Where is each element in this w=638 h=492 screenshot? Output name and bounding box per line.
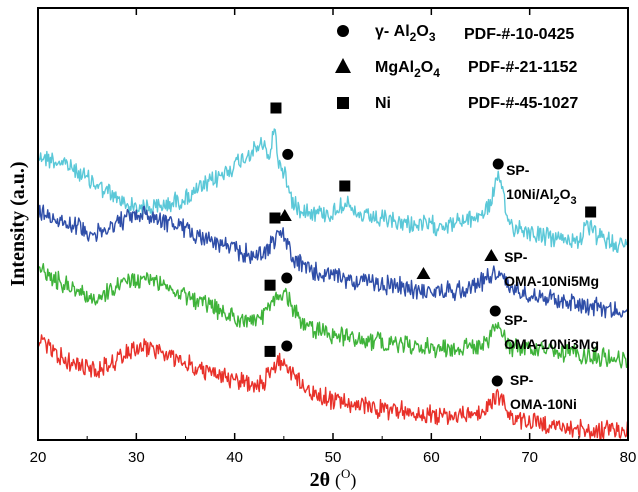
series-label: OMA-10Ni3Mg [504,336,599,352]
label-layer: SP- 10Ni/Al2O3 SP- OMA-10Ni5Mg SP- OMA-10Ni3M… [504,162,599,412]
legend-label: MgAl2O4 [375,59,440,80]
triangle-marker [484,249,498,261]
square-marker [269,213,280,224]
series-label: SP- [510,372,534,388]
circle-marker [490,306,501,317]
x-tick-label: 40 [226,449,243,466]
legend-label: Ni [375,95,391,112]
legend-pdf: PDF-#-21-1152 [468,59,577,76]
square-marker [265,280,276,291]
square-marker [270,103,281,114]
series-label: SP- [504,312,528,328]
x-tick-label: 30 [128,449,145,466]
series-label: SP- [504,249,528,265]
square-marker [339,181,350,192]
circle-marker [281,273,292,284]
legend: γ- Al2O3 PDF-#-10-0425 MgAl2O4 PDF-#-21-115… [335,23,578,112]
series-line [38,205,627,317]
circle-marker [493,159,504,170]
y-axis-title: Intensity (a.u.) [7,161,29,286]
circle-marker [492,376,503,387]
legend-square [337,97,349,109]
x-axis-title: 2θ (O) [310,466,357,491]
legend-pdf: PDF-#-10-0425 [464,26,574,43]
series-label: 10Ni/Al2O3 [506,186,577,207]
triangle-marker [416,267,430,279]
circle-marker [282,149,293,160]
legend-triangle [335,58,351,73]
x-tick-label: 60 [423,449,440,466]
legend-label: γ- Al2O3 [375,23,436,44]
series-label: OMA-10Ni [510,396,577,412]
series-label: OMA-10Ni5Mg [504,273,599,289]
x-tick-label: 20 [30,449,47,466]
x-tick-label: 70 [521,449,538,466]
x-tick-label: 50 [325,449,342,466]
circle-marker [281,341,292,352]
legend-pdf: PDF-#-45-1027 [468,95,578,112]
square-marker [265,346,276,357]
series-label: SP- [506,162,530,178]
square-marker [585,207,596,218]
legend-circle [337,25,349,37]
x-tick-label: 80 [620,449,637,466]
